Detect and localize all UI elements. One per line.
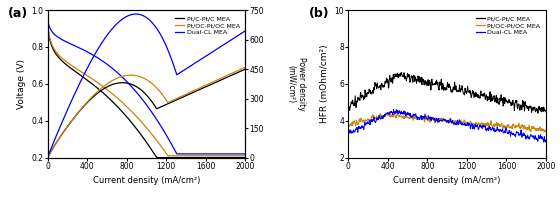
Legend: Pt/C-Pt/C MEA, Pt/OC-Pt/OC MEA, Dual-CL MEA: Pt/C-Pt/C MEA, Pt/OC-Pt/OC MEA, Dual-CL … [473, 13, 543, 38]
Y-axis label: HFR (mOhm/cm²): HFR (mOhm/cm²) [320, 44, 329, 123]
Legend: Pt/C-Pt/C MEA, Pt/OC-Pt/OC MEA, Dual-CL MEA: Pt/C-Pt/C MEA, Pt/OC-Pt/OC MEA, Dual-CL … [172, 13, 242, 38]
Y-axis label: Voltage (V): Voltage (V) [17, 59, 26, 109]
X-axis label: Current density (mA/cm²): Current density (mA/cm²) [394, 176, 501, 185]
Text: (b): (b) [309, 7, 329, 20]
X-axis label: Current density (mA/cm²): Current density (mA/cm²) [93, 176, 200, 185]
Text: (a): (a) [8, 7, 29, 20]
Y-axis label: Power density
(mW/cm²): Power density (mW/cm²) [286, 57, 306, 111]
